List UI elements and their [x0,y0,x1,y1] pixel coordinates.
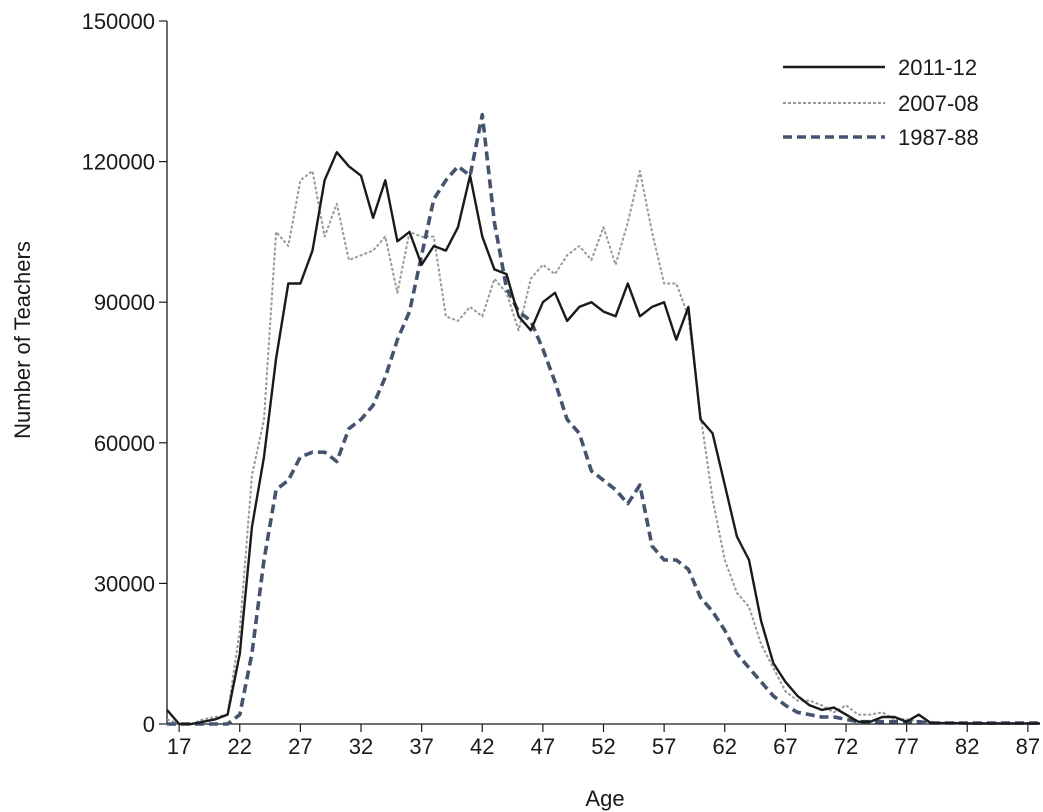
y-tick-label: 0 [143,712,155,737]
x-tick-label: 17 [167,734,191,759]
y-tick-label: 60000 [94,431,155,456]
x-tick-label: 82 [955,734,979,759]
series-line-2011-12 [166,150,1040,726]
x-tick-label: 77 [894,734,918,759]
series-line-1987-88 [167,112,1040,726]
series-line-2007-08 [166,170,1040,725]
x-tick-label: 32 [349,734,373,759]
x-tick-label: 27 [288,734,312,759]
y-tick-label: 30000 [94,571,155,596]
y-tick-label: 90000 [94,290,155,315]
x-tick-label: 37 [409,734,433,759]
legend-label-2007-08: 2007-08 [898,91,979,116]
legend-label-1987-88: 1987-88 [898,125,979,150]
x-tick-label: 22 [228,734,252,759]
y-tick-label: 150000 [82,9,155,34]
x-tick-label: 62 [713,734,737,759]
y-axis-title: Number of Teachers [10,241,35,439]
legend-label-2011-12: 2011-12 [898,55,977,80]
x-tick-label: 57 [652,734,676,759]
x-tick-label: 52 [591,734,615,759]
x-tick-label: 67 [773,734,797,759]
x-tick-label: 87 [1016,734,1040,759]
x-tick-label: 47 [531,734,555,759]
x-tick-label: 42 [470,734,494,759]
x-tick-label: 72 [834,734,858,759]
axes: 0 30000 60000 90000 120000 150000 17 22 27 32 37 42… [82,9,1041,759]
legend: 2011-12 2007-08 1987-88 [783,55,979,150]
series-layer [166,112,1040,726]
y-tick-label: 120000 [82,150,155,175]
x-axis-title: Age [585,786,624,811]
